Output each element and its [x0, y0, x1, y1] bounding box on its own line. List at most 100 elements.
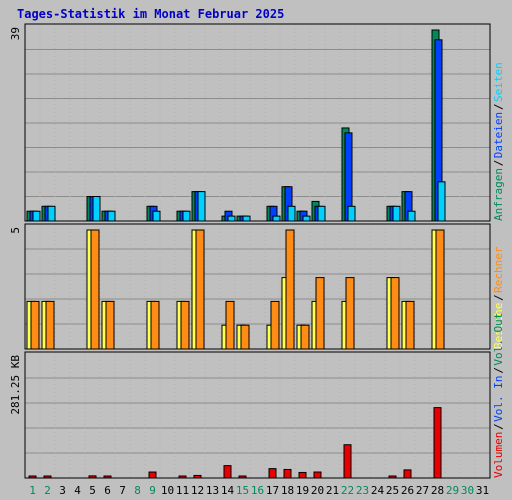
- volume-legend-separator: /: [492, 423, 505, 430]
- volume-legend-separator: /: [492, 367, 505, 374]
- x-tick-day-18: 18: [281, 484, 294, 497]
- volume-bar-volumen-day-17: [268, 468, 277, 479]
- volume-bar-volumen-day-9: [148, 471, 157, 479]
- requests-ymax-label: 39: [9, 27, 22, 40]
- volume-legend-item: Volumen: [492, 432, 505, 478]
- visits-legend-item: Besuche: [492, 303, 505, 349]
- x-tick-day-8: 8: [134, 484, 141, 497]
- volume-ymax-label: 281.25 KB: [9, 355, 22, 415]
- x-tick-day-4: 4: [74, 484, 81, 497]
- x-tick-day-3: 3: [59, 484, 66, 497]
- visits-bar-rechner-day-15: [240, 324, 250, 350]
- x-tick-day-9: 9: [149, 484, 156, 497]
- x-tick-day-10: 10: [161, 484, 174, 497]
- visits-bar-rechner-day-18: [285, 229, 295, 350]
- visits-legend-item: Rechner: [492, 246, 505, 293]
- requests-bar-seiten-day-14: [227, 215, 236, 222]
- requests-bar-seiten-day-28: [437, 181, 446, 222]
- visits-bar-rechner-day-28: [435, 229, 445, 350]
- x-tick-day-13: 13: [206, 484, 219, 497]
- x-tick-day-14: 14: [221, 484, 235, 497]
- requests-legend-separator: /: [492, 160, 505, 167]
- visits-bar-rechner-day-26: [405, 300, 415, 350]
- requests-bar-seiten-day-15: [242, 215, 251, 222]
- x-tick-day-30: 30: [461, 484, 474, 497]
- x-tick-day-29: 29: [446, 484, 459, 497]
- x-tick-day-16: 16: [251, 484, 264, 497]
- visits-bar-rechner-day-22: [345, 277, 355, 350]
- volume-bar-volumen-day-28: [433, 407, 442, 479]
- requests-bar-seiten-day-12: [197, 191, 206, 222]
- x-tick-day-25: 25: [386, 484, 399, 497]
- visits-bar-rechner-day-20: [315, 277, 325, 350]
- x-tick-day-15: 15: [236, 484, 249, 497]
- requests-panel-border: [24, 23, 491, 222]
- requests-legend: Anfragen/Dateien/Seiten: [492, 62, 505, 221]
- visits-bar-rechner-day-14: [225, 300, 235, 350]
- requests-bar-seiten-day-22: [347, 205, 356, 222]
- volume-legend-item: Vol. In: [492, 375, 505, 421]
- x-tick-day-26: 26: [401, 484, 414, 497]
- x-tick-day-12: 12: [191, 484, 204, 497]
- visits-legend: Besuche /Rechner: [492, 246, 505, 349]
- requests-legend-separator: /: [492, 103, 505, 110]
- volume-bar-volumen-day-22: [343, 444, 352, 479]
- visits-panel-border: [24, 223, 491, 350]
- x-tick-day-1: 1: [29, 484, 36, 497]
- visits-bar-rechner-day-5: [90, 229, 100, 350]
- requests-bar-seiten-day-17: [272, 215, 281, 222]
- x-tick-day-19: 19: [296, 484, 309, 497]
- requests-bar-seiten-day-26: [407, 210, 416, 222]
- x-tick-day-24: 24: [371, 484, 385, 497]
- x-tick-day-2: 2: [44, 484, 51, 497]
- visits-bar-rechner-day-6: [105, 300, 115, 350]
- x-tick-day-31: 31: [476, 484, 489, 497]
- requests-bar-seiten-day-1: [32, 210, 41, 222]
- requests-bar-seiten-day-11: [182, 210, 191, 222]
- volume-bar-volumen-day-19: [298, 471, 307, 479]
- volume-panel-background: [25, 352, 490, 478]
- chart-title: Tages-Statistik im Monat Februar 2025: [17, 7, 285, 21]
- visits-bar-rechner-day-17: [270, 300, 280, 350]
- volume-legend-item: Vol. Out: [492, 313, 505, 366]
- visits-bar-rechner-day-19: [300, 324, 310, 350]
- visits-bar-rechner-day-11: [180, 300, 190, 350]
- requests-legend-item: Seiten: [492, 62, 505, 102]
- requests-bar-seiten-day-9: [152, 210, 161, 222]
- x-tick-day-28: 28: [431, 484, 444, 497]
- requests-legend-item: Dateien: [492, 112, 505, 158]
- requests-bar-seiten-day-25: [392, 205, 401, 222]
- x-tick-day-20: 20: [311, 484, 324, 497]
- requests-bar-seiten-day-5: [92, 196, 101, 222]
- requests-bar-seiten-day-20: [317, 205, 326, 222]
- visits-bar-rechner-day-25: [390, 277, 400, 350]
- x-tick-day-6: 6: [104, 484, 111, 497]
- x-tick-day-5: 5: [89, 484, 96, 497]
- x-tick-day-7: 7: [119, 484, 126, 497]
- requests-bar-seiten-day-2: [47, 205, 56, 222]
- visits-legend-separator: /: [492, 294, 505, 301]
- volume-bar-volumen-day-14: [223, 465, 232, 479]
- visits-bar-rechner-day-12: [195, 229, 205, 350]
- volume-bar-volumen-day-18: [283, 468, 292, 479]
- x-tick-day-11: 11: [176, 484, 189, 497]
- volume-bar-volumen-day-26: [403, 469, 412, 479]
- requests-bar-seiten-day-6: [107, 210, 116, 222]
- visits-bar-rechner-day-9: [150, 300, 160, 350]
- volume-legend: Volumen/Vol. In/Vol. Out: [492, 313, 505, 478]
- requests-bar-seiten-day-19: [302, 215, 311, 222]
- x-tick-day-27: 27: [416, 484, 429, 497]
- x-tick-day-21: 21: [326, 484, 339, 497]
- x-tick-day-22: 22: [341, 484, 354, 497]
- x-tick-day-17: 17: [266, 484, 279, 497]
- visits-ymax-label: 5: [9, 227, 22, 234]
- requests-legend-item: Anfragen: [492, 168, 505, 221]
- requests-bar-seiten-day-18: [287, 205, 296, 222]
- volume-panel-border: [24, 351, 491, 479]
- x-tick-day-23: 23: [356, 484, 369, 497]
- visits-bar-rechner-day-1: [30, 300, 40, 350]
- visits-bar-rechner-day-2: [45, 300, 55, 350]
- volume-bar-volumen-day-20: [313, 471, 322, 479]
